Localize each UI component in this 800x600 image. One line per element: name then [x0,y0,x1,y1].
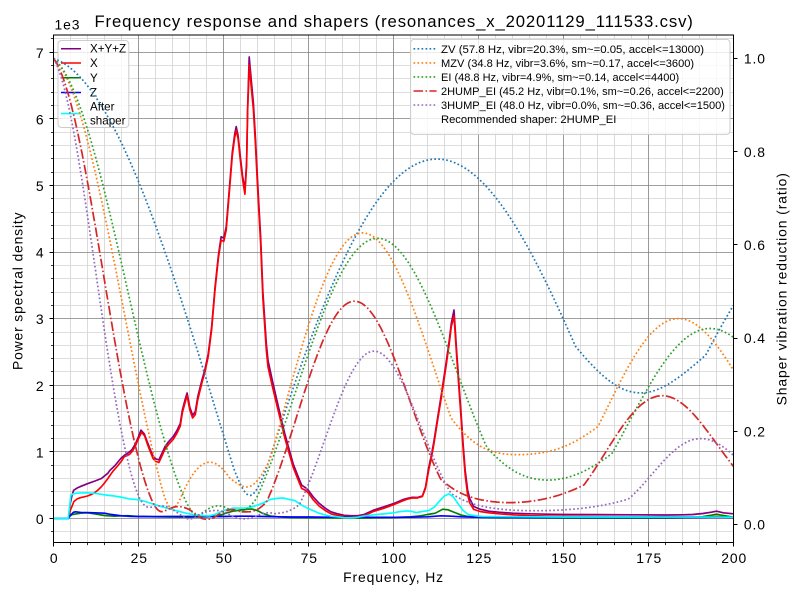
svg-text:0: 0 [50,550,59,566]
svg-text:Power spectral density: Power spectral density [9,212,25,370]
svg-text:0.6: 0.6 [744,237,766,253]
svg-text:2HUMP_EI (45.2 Hz, vibr=0.1%,: 2HUMP_EI (45.2 Hz, vibr=0.1%, sm~=0.26, … [441,86,724,98]
svg-text:EI (48.8 Hz, vibr=4.9%, sm~=0.: EI (48.8 Hz, vibr=4.9%, sm~=0.14, accel<… [441,72,679,84]
svg-text:0.0: 0.0 [744,517,766,533]
svg-text:6: 6 [36,111,44,127]
svg-text:125: 125 [466,550,492,566]
svg-text:Y: Y [90,72,98,85]
svg-text:0.4: 0.4 [744,330,766,346]
svg-text:Frequency, Hz: Frequency, Hz [343,569,444,585]
svg-text:75: 75 [301,550,318,566]
svg-text:1.0: 1.0 [744,51,766,67]
svg-text:Shaper vibration reduction (ra: Shaper vibration reduction (ratio) [773,172,789,405]
svg-text:4: 4 [36,245,44,261]
svg-text:1: 1 [36,444,44,460]
svg-text:3HUMP_EI (48.0 Hz, vibr=0.0%,: 3HUMP_EI (48.0 Hz, vibr=0.0%, sm~=0.36, … [441,100,725,112]
svg-text:Frequency response and shapers: Frequency response and shapers (resonanc… [94,12,693,31]
svg-text:After: After [90,101,115,114]
svg-text:5: 5 [36,178,44,194]
svg-text:2: 2 [36,378,44,394]
svg-text:150: 150 [551,550,577,566]
svg-text:MZV (34.8 Hz, vibr=3.6%, sm~=0: MZV (34.8 Hz, vibr=3.6%, sm~=0.17, accel… [441,58,694,70]
svg-text:175: 175 [636,550,662,566]
svg-text:shaper: shaper [90,115,126,128]
svg-text:200: 200 [721,550,747,566]
svg-text:100: 100 [381,550,407,566]
svg-text:X: X [90,57,98,70]
svg-text:7: 7 [36,45,44,61]
svg-text:Recommended shaper: 2HUMP_EI: Recommended shaper: 2HUMP_EI [441,114,616,126]
svg-text:3: 3 [36,311,44,327]
svg-text:X+Y+Z: X+Y+Z [90,43,126,56]
svg-text:50: 50 [216,550,233,566]
svg-text:0.2: 0.2 [744,423,766,439]
svg-text:0: 0 [36,511,44,527]
svg-text:0.8: 0.8 [744,144,766,160]
svg-text:ZV (57.8 Hz, vibr=20.3%, sm~=0: ZV (57.8 Hz, vibr=20.3%, sm~=0.05, accel… [441,44,704,56]
svg-text:1e3: 1e3 [55,17,81,33]
svg-text:25: 25 [131,550,148,566]
